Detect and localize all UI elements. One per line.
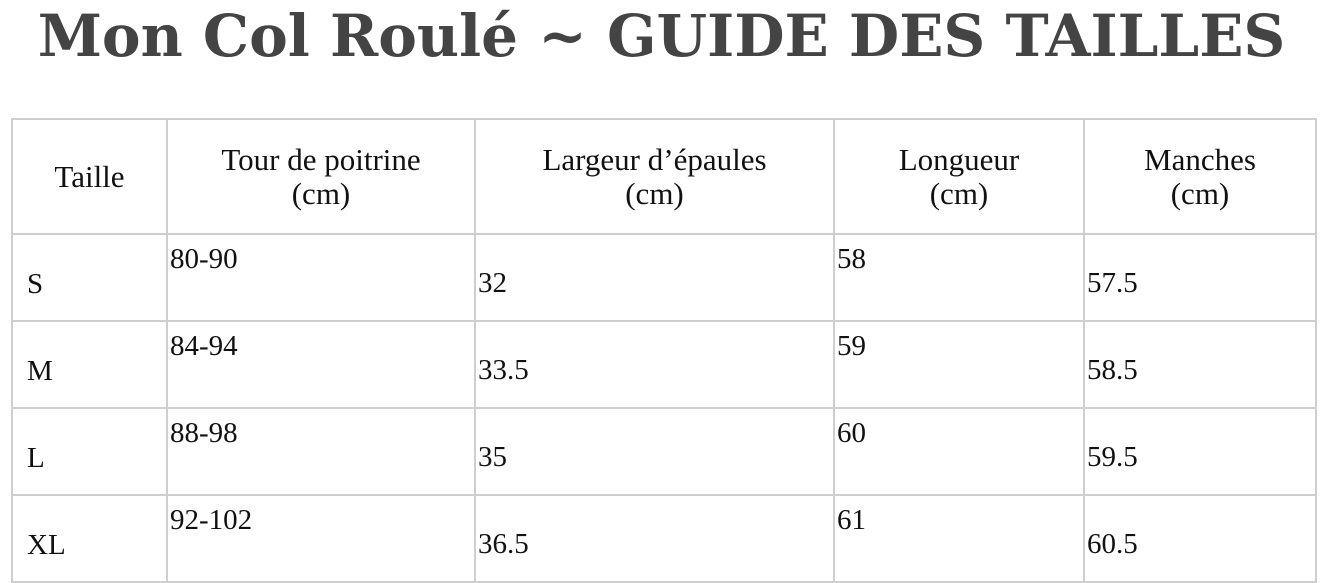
page-title: Mon Col Roulé ~ GUIDE DES TAILLES [37,2,1286,70]
cell-length: 58 [833,233,1085,322]
cell-shoulders: 35 [474,407,835,496]
header-label: Manches [1144,141,1256,177]
size-guide-table: Taille Tour de poitrine (cm) Largeur d’ép… [11,118,1317,583]
header-unit: (cm) [291,175,351,211]
cell-length: 60 [833,407,1085,496]
table-row: S 80-90 32 58 57.5 [11,233,1317,322]
cell-size: L [11,407,168,496]
header-shoulders: Largeur d’épaules (cm) [474,118,835,235]
cell-shoulders: 33.5 [474,320,835,409]
header-label: Longueur [898,141,1020,177]
cell-sleeves: 60.5 [1083,494,1317,583]
cell-sleeves: 58.5 [1083,320,1317,409]
header-length: Longueur (cm) [833,118,1085,235]
cell-length: 59 [833,320,1085,409]
table-header-row: Taille Tour de poitrine (cm) Largeur d’ép… [11,118,1317,235]
cell-size: S [11,233,168,322]
cell-sleeves: 59.5 [1083,407,1317,496]
table-row: M 84-94 33.5 59 58.5 [11,320,1317,409]
header-chest: Tour de poitrine (cm) [166,118,476,235]
cell-length: 61 [833,494,1085,583]
header-label: Largeur d’épaules [542,141,767,177]
header-unit: (cm) [929,175,989,211]
cell-size: M [11,320,168,409]
header-unit: (cm) [625,175,684,211]
header-size: Taille [11,118,168,235]
cell-chest: 80-90 [166,233,476,322]
cell-size: XL [11,494,168,583]
header-label: Taille [54,158,125,194]
cell-chest: 92-102 [166,494,476,583]
table-row: XL 92-102 36.5 61 60.5 [11,494,1317,583]
cell-shoulders: 32 [474,233,835,322]
header-label: Tour de poitrine [221,141,421,177]
cell-shoulders: 36.5 [474,494,835,583]
cell-chest: 84-94 [166,320,476,409]
cell-sleeves: 57.5 [1083,233,1317,322]
cell-chest: 88-98 [166,407,476,496]
header-unit: (cm) [1170,175,1230,211]
table-row: L 88-98 35 60 59.5 [11,407,1317,496]
header-sleeves: Manches (cm) [1083,118,1317,235]
